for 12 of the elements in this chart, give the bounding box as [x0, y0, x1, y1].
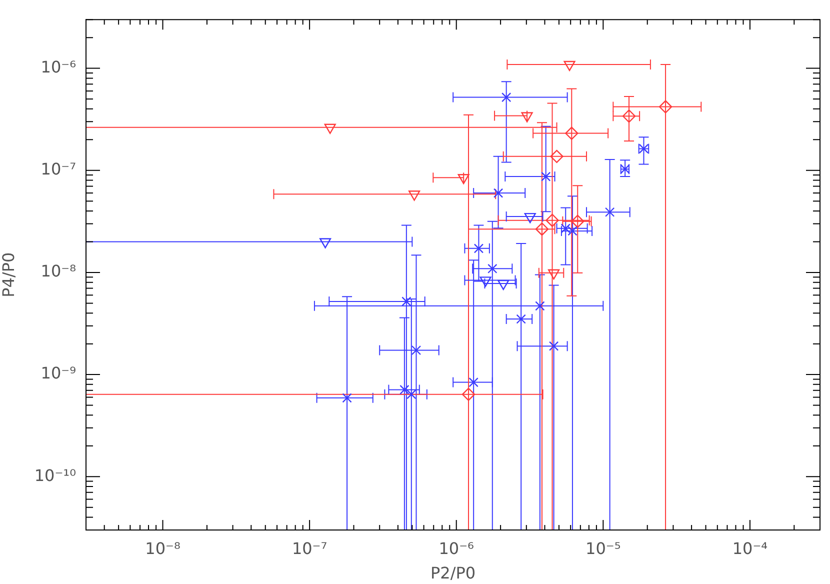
x-tick-label: 10⁻⁸: [145, 538, 180, 558]
y-tick-label: 10⁻⁸: [40, 262, 76, 281]
x-tick-label: 10⁻⁶: [438, 538, 474, 558]
y-tick-label: 10⁻⁷: [40, 160, 76, 179]
y-tick-label: 10⁻⁶: [40, 57, 76, 76]
y-tick-label: 10⁻¹⁰: [34, 466, 76, 485]
x-tick-label: 10⁻⁷: [292, 538, 328, 558]
x-tick-label: 10⁻⁵: [586, 538, 621, 558]
x-axis-title: P2/P0: [430, 564, 476, 583]
x-tick-label: 10⁻⁴: [732, 538, 768, 558]
y-axis-title: P4/P0: [0, 252, 18, 298]
y-tick-label: 10⁻⁹: [40, 364, 76, 383]
